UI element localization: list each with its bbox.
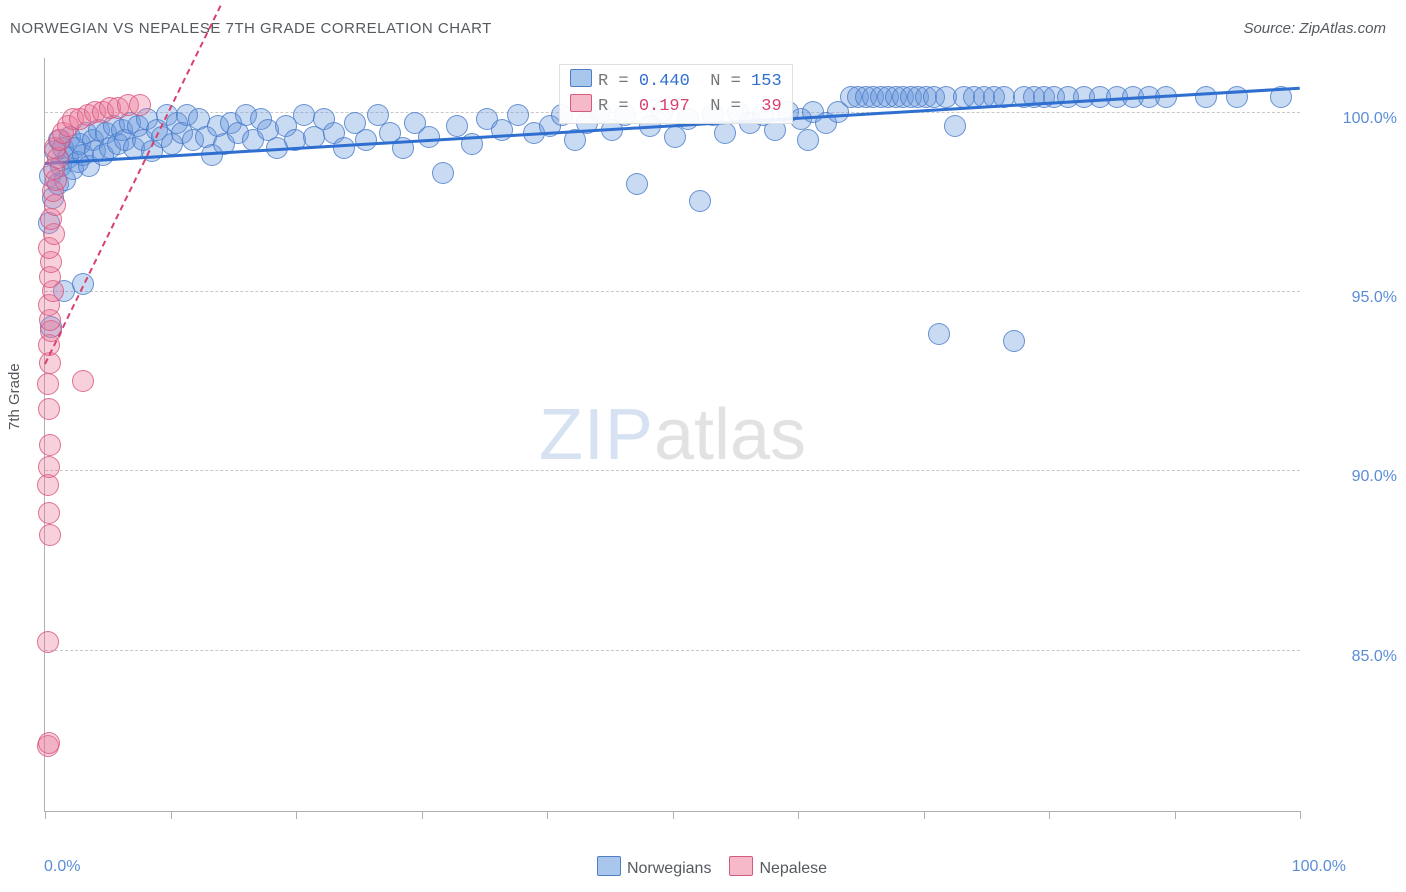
source-label: Source: ZipAtlas.com xyxy=(1243,20,1386,37)
legend-label: Norwegians xyxy=(627,860,711,877)
gridline xyxy=(45,470,1300,471)
data-point xyxy=(1003,330,1025,352)
data-point xyxy=(333,137,355,159)
gridline xyxy=(45,291,1300,292)
data-point xyxy=(39,524,61,546)
y-tick-label: 90.0% xyxy=(1307,468,1397,486)
stats-row: R = 0.440 N = 153 xyxy=(570,69,782,94)
chart-title: NORWEGIAN VS NEPALESE 7TH GRADE CORRELAT… xyxy=(10,20,492,37)
data-point xyxy=(626,173,648,195)
stats-swatch xyxy=(570,69,592,87)
r-label: R = xyxy=(598,97,639,116)
y-tick-label: 100.0% xyxy=(1307,110,1397,128)
data-point xyxy=(355,129,377,151)
data-point xyxy=(38,398,60,420)
y-tick-label: 95.0% xyxy=(1307,289,1397,307)
n-label: N = xyxy=(710,72,751,91)
data-point xyxy=(293,104,315,126)
watermark-atlas: atlas xyxy=(654,395,806,475)
r-value: 0.197 xyxy=(639,97,690,116)
x-tick xyxy=(296,811,297,819)
stats-swatch xyxy=(570,94,592,112)
x-tick xyxy=(1049,811,1050,819)
r-value: 0.440 xyxy=(639,72,690,91)
legend-swatch xyxy=(597,856,621,876)
y-tick-label: 85.0% xyxy=(1307,648,1397,666)
x-tick xyxy=(1300,811,1301,819)
data-point xyxy=(797,129,819,151)
x-tick xyxy=(673,811,674,819)
x-tick xyxy=(45,811,46,819)
data-point xyxy=(38,732,60,754)
data-point xyxy=(38,502,60,524)
data-point xyxy=(1195,86,1217,108)
n-value: 39 xyxy=(751,97,782,116)
x-tick xyxy=(171,811,172,819)
correlation-stats-box: R = 0.440 N = 153R = 0.197 N = 39 xyxy=(559,64,793,124)
data-point xyxy=(944,115,966,137)
x-tick xyxy=(547,811,548,819)
y-axis-label: 7th Grade xyxy=(6,363,23,430)
watermark: ZIPatlas xyxy=(539,394,806,476)
n-value: 153 xyxy=(751,72,782,91)
stats-row: R = 0.197 N = 39 xyxy=(570,94,782,119)
legend-bottom: Norwegians Nepalese xyxy=(0,856,1406,878)
data-point xyxy=(37,373,59,395)
data-point xyxy=(714,122,736,144)
data-point xyxy=(928,323,950,345)
n-label: N = xyxy=(710,97,751,116)
x-tick xyxy=(798,811,799,819)
data-point xyxy=(38,456,60,478)
scatter-plot-area: ZIPatlas xyxy=(44,58,1300,812)
x-tick xyxy=(422,811,423,819)
data-point xyxy=(418,126,440,148)
data-point xyxy=(432,162,454,184)
data-point xyxy=(39,434,61,456)
x-tick xyxy=(1175,811,1176,819)
data-point xyxy=(129,94,151,116)
gridline xyxy=(45,650,1300,651)
legend-swatch xyxy=(729,856,753,876)
data-point xyxy=(446,115,468,137)
legend-label: Nepalese xyxy=(759,860,827,877)
data-point xyxy=(507,104,529,126)
x-tick xyxy=(924,811,925,819)
data-point xyxy=(37,631,59,653)
data-point xyxy=(72,370,94,392)
watermark-zip: ZIP xyxy=(539,395,654,475)
r-label: R = xyxy=(598,72,639,91)
data-point xyxy=(689,190,711,212)
